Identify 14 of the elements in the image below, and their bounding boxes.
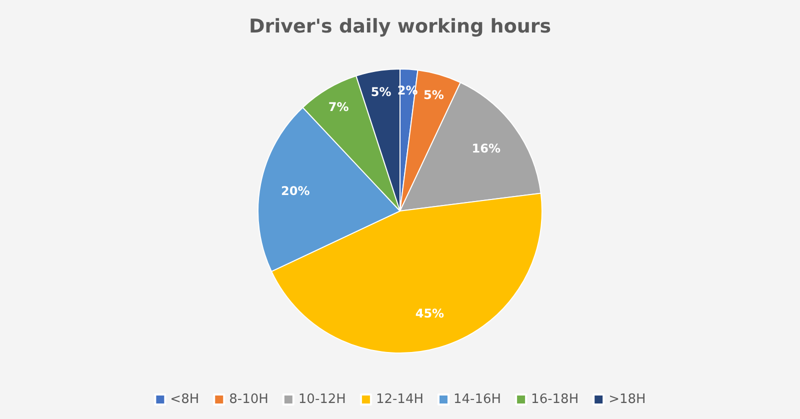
legend-label: 16-18H — [531, 392, 579, 407]
chart-title: Driver's daily working hours — [248, 16, 552, 38]
data-label: 5% — [370, 84, 392, 99]
data-label: 45% — [415, 306, 444, 320]
legend-label: 14-16H — [454, 392, 502, 407]
legend-label: 8-10H — [229, 392, 268, 407]
legend-label: <8H — [170, 392, 200, 407]
data-label: 7% — [328, 100, 349, 114]
legend-label: 12-14H — [376, 392, 424, 407]
legend-label: >18H — [608, 392, 646, 407]
data-label: 16% — [472, 141, 501, 156]
data-label: 20% — [281, 184, 310, 198]
legend-label: 10-12H — [298, 392, 346, 407]
data-label: 5% — [423, 88, 444, 102]
